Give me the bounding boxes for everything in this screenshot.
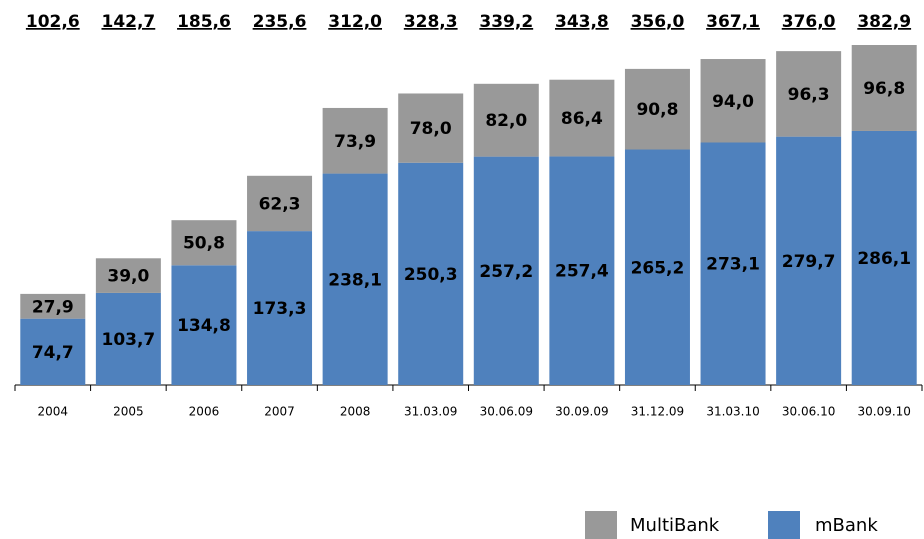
data-label: 173,3 (253, 299, 307, 319)
data-label: 94,0 (712, 92, 754, 112)
data-label: 96,3 (788, 85, 830, 105)
data-label: 74,7 (32, 343, 74, 363)
bar-segment (549, 156, 615, 385)
data-label: 273,1 (706, 255, 760, 275)
bar-segment (700, 142, 766, 385)
legend-label: mBank (815, 515, 878, 536)
data-label: 96,8 (863, 79, 905, 99)
data-label: 82,0 (485, 111, 527, 131)
bar-segment (776, 136, 842, 385)
x-tick-label: 31.03.10 (706, 405, 759, 419)
total-label: 382,9 (857, 12, 911, 32)
data-label: 50,8 (183, 234, 225, 254)
x-tick-label: 2004 (38, 405, 69, 419)
data-label: 134,8 (177, 316, 231, 336)
data-label: 62,3 (259, 194, 301, 214)
x-tick-label: 30.06.09 (480, 405, 533, 419)
total-label: 367,1 (706, 12, 760, 32)
bar-segment (95, 258, 161, 293)
x-tick-label: 30.09.09 (555, 405, 608, 419)
bar-segment (473, 156, 539, 385)
bar-segment (851, 45, 917, 131)
x-tick-label: 31.03.09 (404, 405, 457, 419)
x-tick-label: 31.12.09 (631, 405, 684, 419)
data-label: 238,1 (328, 270, 382, 290)
bar-segment (700, 59, 766, 143)
total-label: 235,6 (253, 12, 307, 32)
x-tick-label: 2006 (189, 405, 220, 419)
bar-segment (624, 68, 690, 150)
data-label: 286,1 (857, 249, 911, 269)
bar-segment (549, 79, 615, 157)
bar-segment (398, 162, 464, 385)
bar-segment (247, 231, 313, 385)
bar-segment (776, 51, 842, 137)
bar-segment (322, 107, 388, 174)
total-label: 185,6 (177, 12, 231, 32)
x-tick-label: 30.09.10 (857, 405, 910, 419)
legend-label: MultiBank (630, 515, 720, 536)
x-tick-label: 30.06.10 (782, 405, 835, 419)
total-label: 356,0 (631, 12, 685, 32)
bar-segment (322, 173, 388, 385)
total-label: 376,0 (782, 12, 836, 32)
bar-segment (851, 130, 917, 385)
bar-segment (171, 220, 237, 266)
data-label: 279,7 (782, 252, 836, 272)
total-label: 343,8 (555, 12, 609, 32)
data-label: 103,7 (101, 330, 155, 350)
total-label: 312,0 (328, 12, 382, 32)
x-tick-label: 2007 (264, 405, 295, 419)
bar-segment (171, 265, 237, 385)
bar-segment (95, 292, 161, 385)
bar-segment (398, 93, 464, 163)
total-label: 339,2 (479, 12, 533, 32)
total-label: 142,7 (101, 12, 155, 32)
data-label: 86,4 (561, 109, 603, 129)
total-label: 328,3 (404, 12, 458, 32)
data-label: 257,4 (555, 262, 609, 282)
data-label: 39,0 (107, 267, 149, 287)
data-label: 250,3 (404, 265, 458, 285)
bar-segment (473, 83, 539, 157)
data-label: 90,8 (636, 100, 678, 120)
bar-segment (247, 175, 313, 232)
legend-swatch (768, 511, 800, 539)
bar-segment (624, 149, 690, 385)
total-label: 102,6 (26, 12, 80, 32)
legend-swatch (585, 511, 617, 539)
data-label: 78,0 (410, 119, 452, 139)
x-tick-label: 2005 (113, 405, 144, 419)
data-label: 265,2 (631, 258, 685, 278)
bar-segment (20, 293, 86, 319)
data-label: 257,2 (479, 262, 533, 282)
bar-segment (20, 318, 86, 385)
x-tick-label: 2008 (340, 405, 371, 419)
data-label: 73,9 (334, 132, 376, 152)
data-label: 27,9 (32, 297, 74, 317)
